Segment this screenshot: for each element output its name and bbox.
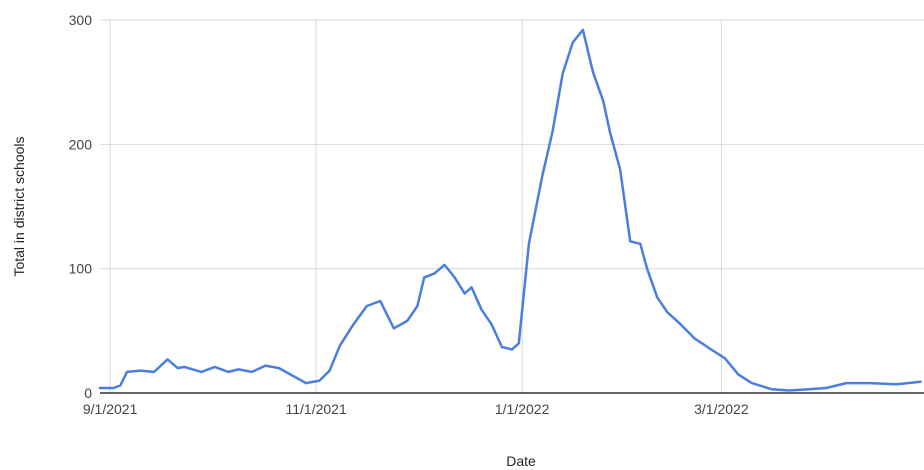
grid-lines	[100, 19, 924, 393]
y-tick-label: 200	[69, 136, 93, 152]
y-tick-label: 300	[69, 12, 93, 28]
x-tick-label: 9/1/2021	[83, 401, 138, 417]
x-tick-labels: 9/1/2021 11/1/2021 1/1/2022 3/1/2022	[83, 401, 749, 417]
data-layer	[98, 28, 922, 392]
y-axis-title: Total in district schools	[11, 136, 27, 276]
x-tick-label: 11/1/2021	[286, 401, 347, 417]
y-tick-labels: 0 100 200 300	[69, 12, 93, 401]
y-tick-label: 0	[84, 385, 92, 401]
x-tick-label: 3/1/2022	[694, 401, 749, 417]
series-line	[98, 28, 922, 392]
x-axis-title: Date	[506, 453, 536, 469]
y-tick-label: 100	[69, 261, 93, 277]
x-tick-label: 1/1/2022	[495, 401, 550, 417]
